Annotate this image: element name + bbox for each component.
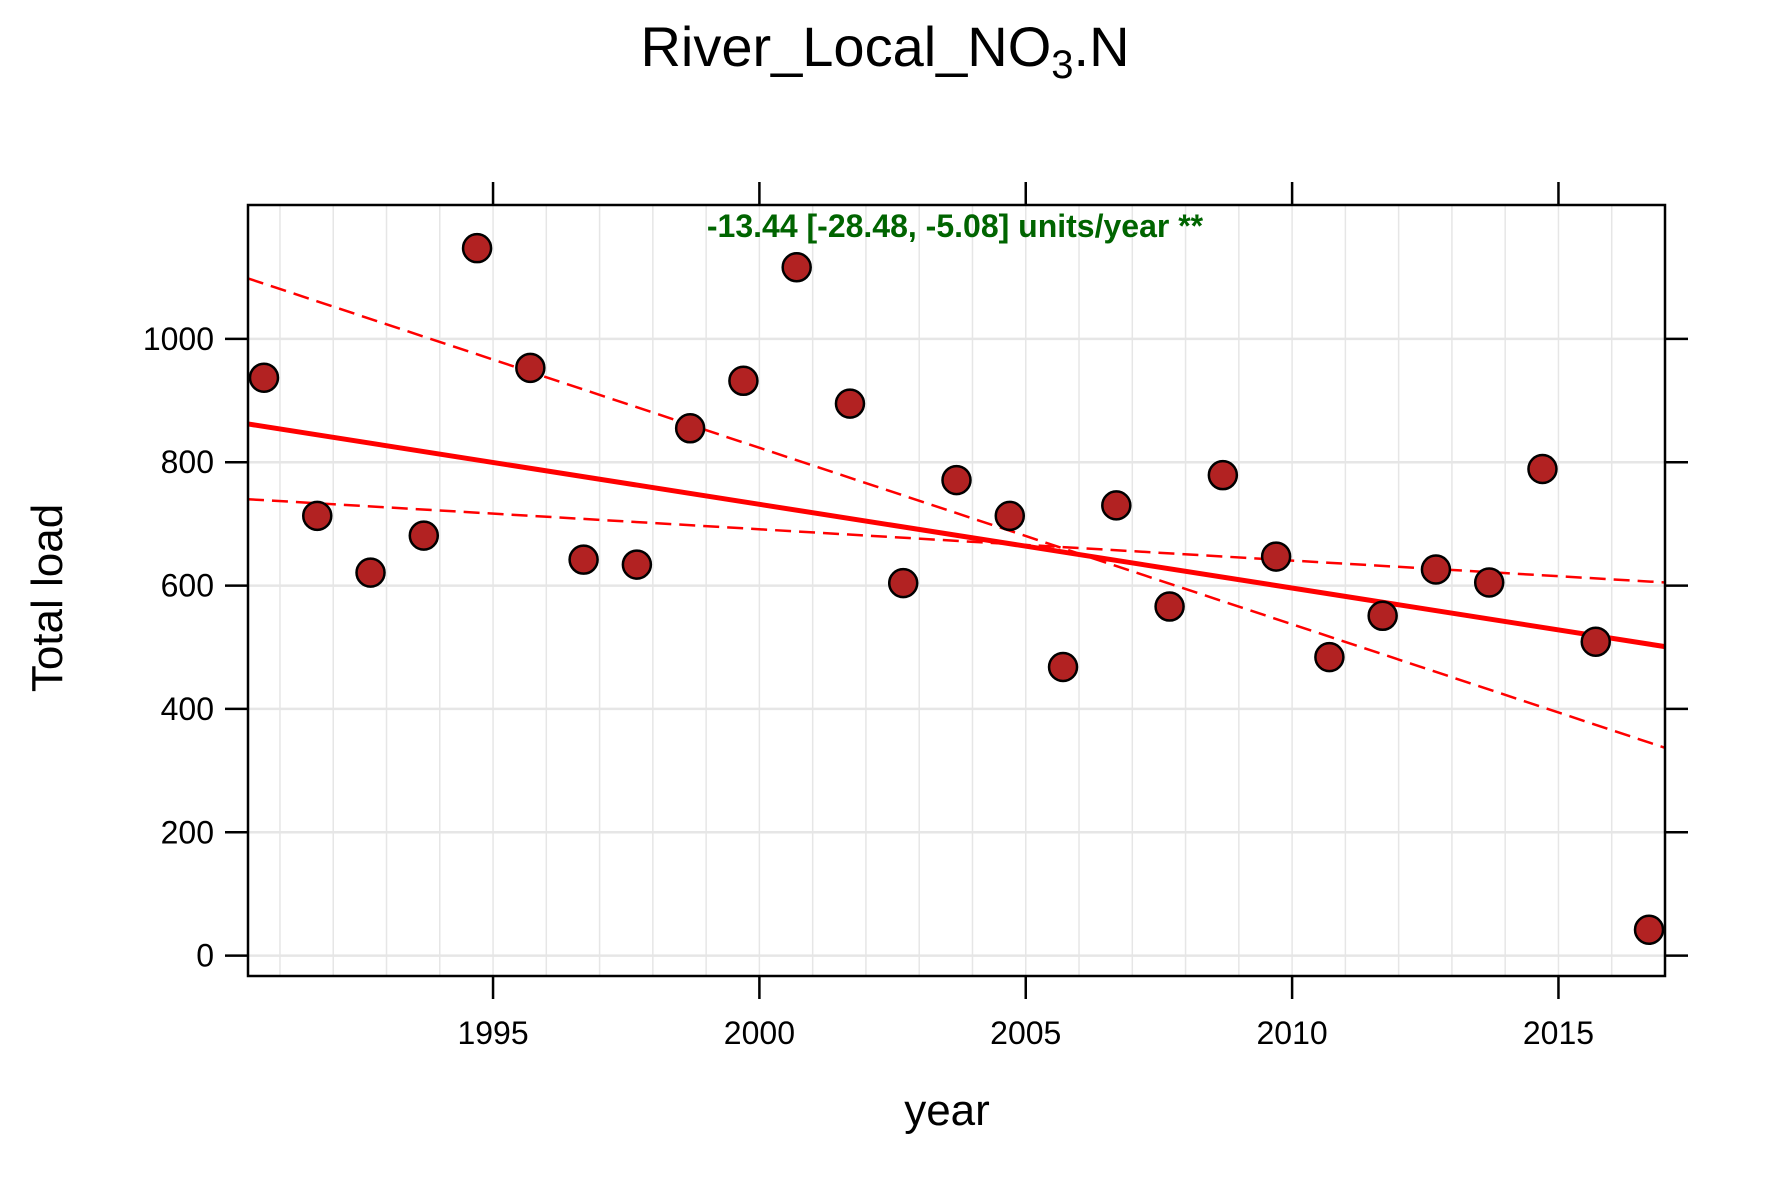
data-point-8 xyxy=(674,413,706,444)
data-point-3 xyxy=(408,520,440,551)
plot-frame xyxy=(246,203,1667,978)
data-point-9 xyxy=(728,365,759,397)
trend-line xyxy=(247,421,1666,650)
data-point-20 xyxy=(1314,641,1345,673)
data-point-25 xyxy=(1580,626,1611,657)
chart-title-subscript: 3 xyxy=(1051,43,1073,87)
data-point-6 xyxy=(568,544,599,575)
y-tick-label-1: 200 xyxy=(161,814,214,850)
data-point-10 xyxy=(781,252,812,283)
data-point-19 xyxy=(1260,541,1292,572)
y-tick-label-2: 400 xyxy=(161,691,214,727)
data-point-1 xyxy=(302,500,333,532)
x-tick-label-0: 1995 xyxy=(457,1015,528,1051)
data-point-0 xyxy=(248,362,280,393)
data-point-4 xyxy=(461,232,493,264)
x-tick-label-1: 2000 xyxy=(724,1015,795,1051)
y-tick-label-5: 1000 xyxy=(143,321,214,357)
data-point-18 xyxy=(1207,459,1239,491)
x-tick-label-2: 2005 xyxy=(990,1015,1061,1051)
grid xyxy=(248,205,1665,976)
data-point-23 xyxy=(1473,567,1505,598)
x-tick-label-3: 2010 xyxy=(1257,1015,1328,1051)
data-point-24 xyxy=(1527,453,1558,485)
data-point-17 xyxy=(1154,591,1185,622)
data-point-26 xyxy=(1633,914,1665,945)
data-points xyxy=(248,232,1665,945)
data-point-22 xyxy=(1420,554,1452,585)
data-point-13 xyxy=(941,464,972,496)
data-point-21 xyxy=(1367,600,1398,632)
chart-title-main: River_Local_NO xyxy=(640,15,1051,78)
confidence-line-1 xyxy=(247,277,1666,749)
y-tick-label-3: 600 xyxy=(161,568,214,604)
y-tick-label-0: 0 xyxy=(196,938,214,974)
data-point-5 xyxy=(515,352,546,384)
data-point-14 xyxy=(994,500,1026,532)
chart-title-suffix: .N xyxy=(1074,15,1130,78)
chart-title: River_Local_NO3.N xyxy=(640,15,1129,87)
data-point-11 xyxy=(834,388,866,419)
trend-annotation: -13.44 [-28.48, -5.08] units/year ** xyxy=(707,208,1204,244)
x-tick-label-4: 2015 xyxy=(1523,1015,1594,1051)
plot-border xyxy=(246,203,1667,978)
trend-line-group xyxy=(247,421,1666,650)
axis-ticks: 1995 2000 2005 2010 2015 0 200 400 600 800 1000 xyxy=(143,182,1688,1051)
y-axis-label: Total load xyxy=(23,504,72,692)
data-point-16 xyxy=(1101,490,1132,521)
x-axis-label: year xyxy=(904,1086,990,1135)
data-point-12 xyxy=(887,567,919,599)
data-point-15 xyxy=(1047,651,1079,683)
data-point-2 xyxy=(355,557,386,588)
y-tick-label-4: 800 xyxy=(161,444,214,480)
data-point-7 xyxy=(621,549,653,580)
